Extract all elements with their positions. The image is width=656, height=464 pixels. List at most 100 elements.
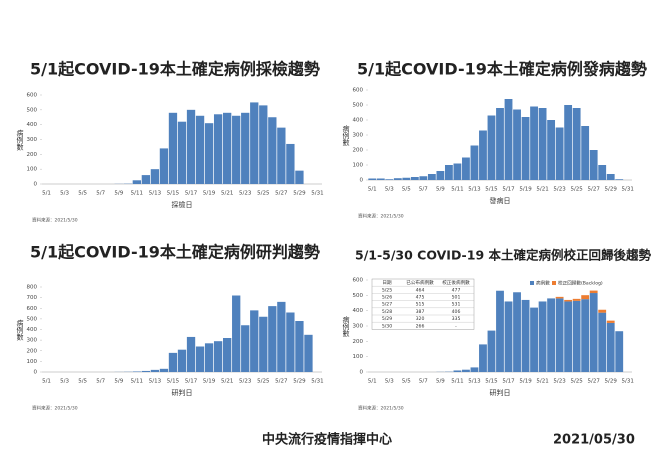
y-tick-label: 100 (353, 163, 364, 169)
x-tick-label: 5/19 (519, 379, 532, 385)
bar-segment (504, 301, 513, 372)
x-tick-label: 5/31 (311, 379, 323, 385)
bar (250, 102, 259, 184)
table-cell: 406 (452, 309, 461, 315)
x-tick-label: 5/13 (149, 379, 162, 385)
bar (159, 368, 169, 372)
bar (132, 180, 141, 184)
x-tick-label: 5/27 (275, 379, 288, 385)
y-axis-label: 病例數 (342, 124, 350, 147)
x-tick-label: 5/27 (587, 379, 600, 385)
x-tick-label: 5/3 (60, 379, 69, 385)
bar-segment (589, 293, 598, 372)
legend-label: 病例數 (536, 280, 550, 287)
bar (304, 334, 313, 372)
bar (393, 178, 402, 180)
x-axis-label: 研判日 (172, 388, 193, 397)
x-tick-label: 5/21 (221, 191, 233, 197)
bar (547, 120, 556, 180)
x-tick-label: 5/9 (436, 187, 445, 193)
bar-segment (581, 299, 590, 372)
bar (402, 177, 411, 180)
bar-segment (462, 369, 470, 372)
x-tick-label: 5/11 (451, 379, 463, 385)
source-note: 資料來源：2021/5/30 (32, 405, 78, 412)
x-tick-label: 5/21 (536, 379, 548, 385)
bar-segment (564, 299, 573, 302)
bar (168, 112, 178, 184)
x-tick-label: 5/5 (78, 191, 87, 197)
chart-title: 5/1-5/30 COVID-19 本土確定病例校正回歸後趨勢 (355, 248, 651, 263)
y-tick-label: 200 (353, 148, 364, 154)
x-tick-label: 5/23 (553, 379, 566, 385)
x-tick-label: 5/1 (368, 379, 377, 385)
bar-segment (598, 312, 607, 372)
bar (436, 171, 445, 180)
chart-title: 5/1起COVID-19本土確定病例研判趨勢 (30, 243, 320, 262)
legend-swatch (552, 281, 556, 285)
bar (598, 165, 607, 180)
x-tick-label: 5/11 (131, 191, 143, 197)
x-tick-label: 5/17 (502, 187, 515, 193)
x-tick-label: 5/29 (605, 187, 618, 193)
x-tick-label: 5/17 (185, 191, 198, 197)
bar (277, 127, 286, 184)
table-header: 已公布病例數 (406, 279, 434, 286)
x-tick-label: 5/5 (78, 379, 87, 385)
bar (496, 108, 504, 180)
x-tick-label: 5/13 (468, 187, 481, 193)
table-header: 校正後病例數 (442, 279, 470, 286)
bar (223, 112, 232, 184)
bar (444, 165, 453, 180)
source-note: 資料來源：2021/5/30 (358, 405, 404, 412)
bar-segment (606, 320, 615, 323)
table-cell: 5/29 (382, 316, 392, 322)
y-tick-label: 500 (27, 316, 38, 322)
bar-segment (564, 301, 573, 372)
bar (286, 143, 295, 184)
bar-segment (530, 307, 538, 372)
y-tick-label: 200 (27, 348, 38, 354)
x-tick-label: 5/9 (114, 379, 123, 385)
x-tick-label: 5/7 (96, 191, 105, 197)
x-tick-label: 5/1 (42, 191, 51, 197)
bar (615, 179, 624, 180)
footer-org: 中央流行疫情指揮中心 (262, 432, 392, 448)
bar (427, 174, 436, 180)
bar (213, 114, 223, 184)
bar-segment (581, 295, 590, 300)
y-tick-label: 0 (360, 370, 364, 376)
y-tick-label: 300 (353, 324, 364, 330)
x-axis-label: 採檢日 (172, 200, 193, 209)
bar (268, 117, 277, 184)
bar (177, 121, 187, 184)
bar (186, 109, 196, 184)
table-cell: 5/30 (382, 323, 392, 329)
bar (223, 338, 232, 372)
x-tick-label: 5/25 (257, 191, 270, 197)
table-cell: 464 (416, 287, 425, 293)
x-tick-label: 5/15 (485, 379, 498, 385)
y-axis-label: 病例數 (16, 319, 24, 342)
bar (521, 117, 530, 180)
x-tick-label: 5/15 (485, 187, 498, 193)
source-note: 資料來源：2021/5/30 (32, 217, 78, 224)
bar (195, 346, 205, 372)
table-cell: 477 (452, 287, 461, 293)
footer-date: 2021/05/30 (553, 433, 635, 448)
bar (462, 157, 470, 180)
bar (268, 306, 277, 372)
y-tick-label: 100 (27, 167, 38, 173)
bar (195, 115, 205, 184)
bar (385, 179, 394, 180)
x-tick-label: 5/23 (239, 191, 252, 197)
x-tick-label: 5/19 (203, 191, 216, 197)
y-tick-label: 0 (34, 182, 38, 188)
bar (504, 99, 513, 180)
bar (204, 343, 214, 372)
chart-title: 5/1起COVID-19本土確定病例發病趨勢 (357, 60, 647, 79)
bar (453, 163, 462, 180)
bar (150, 169, 160, 184)
bar (132, 371, 141, 372)
bar (606, 174, 615, 180)
